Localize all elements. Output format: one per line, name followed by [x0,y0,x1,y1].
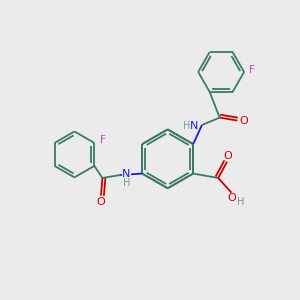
Text: O: O [239,116,248,126]
Text: N: N [190,122,198,131]
Text: H: H [237,196,244,206]
Text: H: H [123,178,130,188]
Text: O: O [97,196,105,206]
Text: O: O [223,152,232,161]
Text: O: O [228,193,236,203]
Text: F: F [248,65,254,76]
Text: H: H [183,122,190,131]
Text: F: F [100,135,106,145]
Text: N: N [122,169,131,178]
